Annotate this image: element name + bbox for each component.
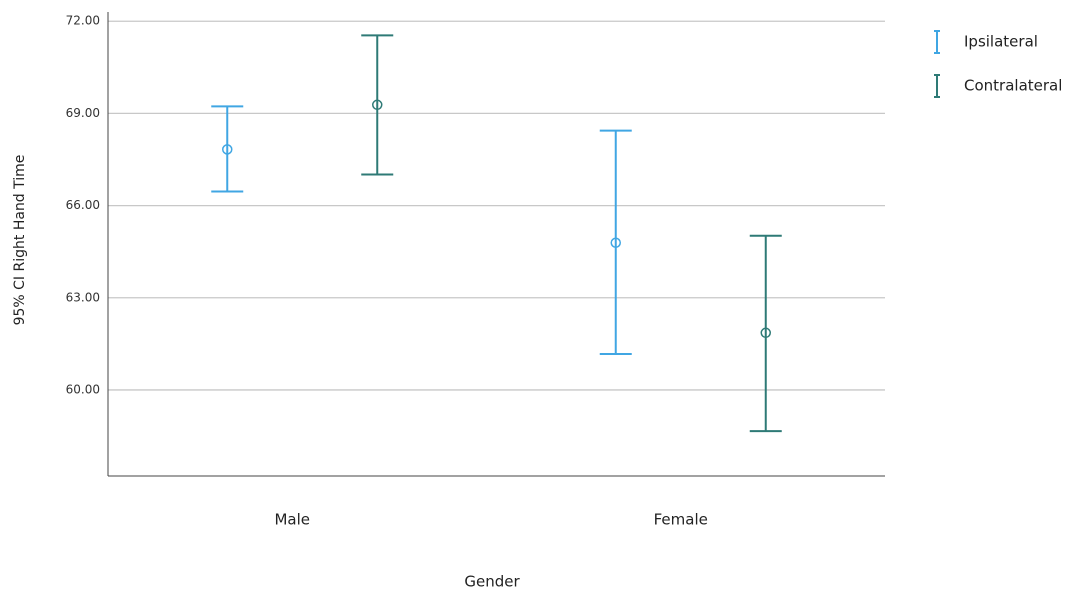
y-tick-label: 63.00 [66,290,100,304]
y-tick-label: 72.00 [66,14,100,28]
y-tick-label: 60.00 [66,382,100,396]
y-tick-label: 66.00 [66,198,100,212]
y-tick-label: 69.00 [66,106,100,120]
legend-label: Ipsilateral [964,33,1038,51]
legend-label: Contralateral [964,77,1062,95]
x-axis-label: Gender [464,573,520,591]
x-tick-label: Male [274,511,310,529]
x-tick-label: Female [654,511,708,529]
chart: Gender 95% CI Right Hand Time 60.00 63.00… [0,0,1088,594]
y-axis-label: 95% CI Right Hand Time [12,155,28,326]
